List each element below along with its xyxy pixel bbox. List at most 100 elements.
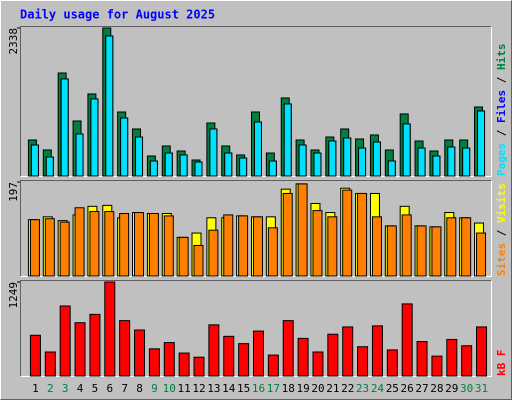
bar: [386, 225, 397, 277]
bar: [371, 216, 382, 277]
bar: [194, 161, 203, 177]
bar: [30, 144, 39, 177]
bar: [104, 211, 115, 277]
bar: [209, 128, 218, 177]
bar: [283, 103, 292, 177]
bar: [416, 225, 427, 277]
bar: [282, 320, 294, 377]
bar: [208, 324, 220, 377]
x-tick-label: 2: [47, 382, 54, 395]
bar: [60, 78, 69, 177]
x-tick-label: 10: [163, 382, 176, 395]
bar: [461, 217, 472, 277]
legend-entry: Visits: [495, 183, 508, 223]
bar: [224, 152, 233, 177]
bar: [149, 160, 158, 177]
bar: [371, 325, 383, 377]
x-tick-label: 25: [386, 382, 399, 395]
x-tick-label: 13: [207, 382, 220, 395]
x-tick-label: 18: [282, 382, 295, 395]
bar: [432, 155, 441, 177]
bar: [29, 334, 41, 377]
panel-edge-dark: [20, 180, 492, 277]
bar: [401, 303, 413, 377]
bar: [135, 136, 144, 177]
bar: [163, 342, 175, 377]
bar: [461, 345, 473, 377]
x-tick-label: 22: [341, 382, 354, 395]
x-tick-label: 27: [415, 382, 428, 395]
bar: [193, 244, 204, 277]
x-tick-label: 1: [32, 382, 39, 395]
bar: [74, 207, 85, 277]
bar: [89, 313, 101, 377]
y-tick-label: 197: [7, 182, 20, 202]
bar: [104, 281, 116, 377]
legend-entry: Pages: [495, 143, 508, 176]
bar: [74, 322, 86, 377]
bar: [44, 218, 55, 277]
bar: [163, 215, 174, 277]
bar: [313, 152, 322, 177]
x-tick-label: 23: [356, 382, 369, 395]
bar: [178, 352, 190, 377]
bar: [372, 141, 381, 177]
x-tick-label: 30: [460, 382, 473, 395]
bar: [134, 212, 145, 277]
x-tick-label: 3: [62, 382, 69, 395]
x-tick-label: 11: [178, 382, 191, 395]
x-tick-label: 29: [445, 382, 458, 395]
bar: [223, 214, 234, 277]
x-tick-label: 4: [77, 382, 84, 395]
bar: [297, 337, 309, 377]
x-tick-label: 15: [237, 382, 250, 395]
bar: [252, 216, 263, 277]
bar: [223, 335, 235, 377]
bar: [89, 211, 100, 277]
x-tick-label: 26: [401, 382, 414, 395]
panel-edge-dark: [20, 280, 492, 377]
bar: [343, 137, 352, 177]
bar: [477, 110, 486, 177]
panel-edge-light: [20, 180, 492, 277]
bar: [476, 232, 487, 277]
x-tick-label: 8: [136, 382, 143, 395]
y-tick-label: 2338: [7, 28, 20, 55]
bar: [208, 229, 219, 277]
bar: [238, 215, 249, 277]
legend: kB F: [495, 350, 508, 377]
legend-entry: Sites: [495, 243, 508, 276]
x-tick-label: 17: [267, 382, 280, 395]
bar: [312, 210, 323, 277]
bar: [282, 192, 293, 277]
bar: [29, 219, 40, 277]
panel-edge-dark: [20, 26, 492, 177]
bar: [402, 123, 411, 177]
bar: [119, 212, 130, 277]
bar: [476, 326, 488, 377]
legend-separator: /: [495, 70, 508, 90]
bar: [417, 147, 426, 177]
bar: [386, 349, 398, 377]
y-tick-label: 1249: [7, 282, 20, 309]
bar: [134, 329, 146, 377]
bar: [59, 305, 71, 377]
x-tick-label: 21: [326, 382, 339, 395]
bar: [148, 348, 160, 377]
x-tick-label: 9: [151, 382, 158, 395]
x-tick-label: 31: [475, 382, 488, 395]
bar: [178, 236, 189, 277]
legend: Pages / Files / Hits: [495, 44, 508, 177]
bar: [45, 156, 54, 177]
x-tick-label: 7: [121, 382, 128, 395]
bar: [238, 343, 250, 377]
legend: Sites / Visits: [495, 183, 508, 276]
x-tick-label: 5: [92, 382, 99, 395]
x-tick-label: 19: [296, 382, 309, 395]
bar: [357, 346, 369, 377]
legend-separator: /: [495, 123, 508, 143]
bar: [239, 157, 248, 177]
bar: [431, 226, 442, 277]
